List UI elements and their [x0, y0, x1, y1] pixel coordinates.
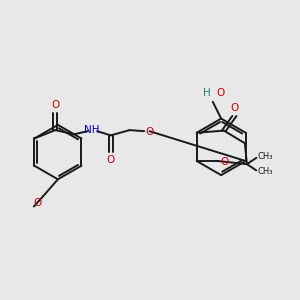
Text: O: O	[106, 155, 115, 165]
Text: H: H	[203, 88, 211, 98]
Text: CH₃: CH₃	[257, 167, 273, 176]
Text: O: O	[33, 198, 41, 208]
Text: O: O	[230, 103, 238, 113]
Text: O: O	[145, 127, 154, 137]
Text: CH₃: CH₃	[257, 152, 273, 161]
Text: O: O	[216, 88, 224, 98]
Text: O: O	[51, 100, 59, 110]
Text: NH: NH	[84, 125, 100, 135]
Text: O: O	[221, 157, 229, 167]
